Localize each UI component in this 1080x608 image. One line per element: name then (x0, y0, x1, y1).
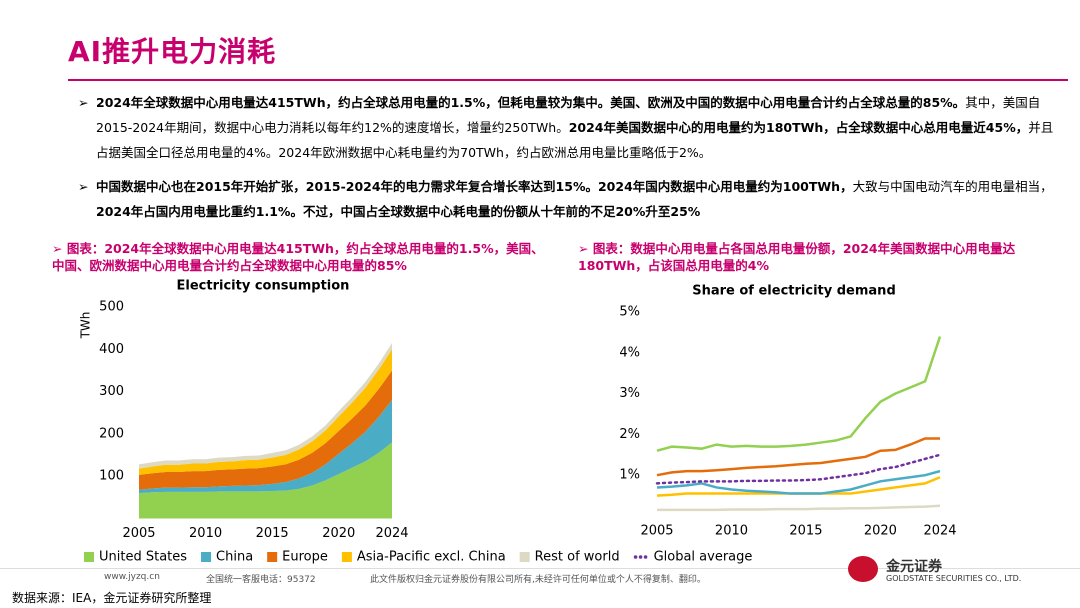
y-tick-label: 100 (99, 469, 124, 484)
bullet-text: 大致与中国电动汽车的用电量相当， (852, 179, 1053, 194)
legend-swatch (341, 552, 352, 562)
x-tick-label: 2020 (322, 526, 355, 541)
y-tick-label: 400 (99, 342, 124, 357)
bullet-text: 2024年占国内用电量比重约1.1%。不过，中国占全球数据中心耗电量的份额从十年… (96, 204, 701, 219)
legend-label: Rest of world (535, 550, 620, 565)
y-tick-label: 1% (619, 468, 640, 483)
line (656, 336, 942, 452)
caption: ➢ 图表：2024年全球数据中心用电量达415TWh，约占全球总用电量的1.5%… (52, 241, 544, 273)
bullet: ➢ 中国数据中心也在2015年开始扩张，2015-2024年的电力需求年复合增长率… (78, 179, 1053, 219)
x-tick-label: 2010 (715, 524, 748, 539)
x-tick-label: 2024 (375, 526, 408, 541)
footer-disclaimer: 此文件版权归金元证券股份有限公司所有,未经许可任何单位或个人不得复制、翻印。 (370, 575, 706, 585)
legend-label: Global average (654, 550, 753, 565)
bullet-text: 中国数据中心也在2015年开始扩张，2015-2024年的电力需求年复合增长率达… (96, 179, 853, 194)
y-tick-label: 5% (619, 305, 640, 320)
legend-swatch (519, 552, 530, 562)
legend-label: Europe (282, 550, 328, 565)
footer-rule (0, 568, 1080, 569)
x-tick-label: 2005 (640, 524, 673, 539)
logo-en: GOLDSTATE SECURITIES CO., LTD. (886, 574, 1022, 583)
legend-label: China (216, 550, 253, 565)
x-tick-label: 2020 (864, 524, 897, 539)
line (656, 469, 941, 495)
caption-text: 图表：2024年全球数据中心用电量达415TWh，约占全球总用电量的1.5%，美… (52, 241, 544, 273)
legend-swatch (643, 555, 648, 559)
logo-icon (848, 556, 878, 582)
area (139, 370, 392, 490)
area (139, 400, 392, 494)
area (139, 442, 392, 519)
y-tick-label: 4% (619, 345, 640, 360)
line (656, 437, 940, 477)
source: 数据来源：IEA，金元证券研究所整理 (12, 591, 212, 605)
x-tick-label: 2024 (923, 524, 956, 539)
bullet-text: 2024年全球数据中心用电量达415TWh，约占全球总用电量的1.5%，但耗电量… (96, 95, 966, 110)
x-tick-label: 2010 (189, 526, 222, 541)
bullet-text: 并且占据美国全口径总用电量的4%。2024年欧洲数据中心耗电量约为70TWh，约… (96, 120, 1054, 160)
legend-swatch (267, 552, 278, 562)
chart-title: Share of electricity demand (692, 284, 896, 299)
y-tick-label: 200 (99, 426, 124, 441)
bullet: ➢ 2024年全球数据中心用电量达415TWh，约占全球总用电量的1.5%，但耗电… (78, 95, 1054, 160)
caption-text: 图表：数据中心用电量占各国总用电量份额，2024年美国数据中心用电量达180TW… (578, 241, 1016, 273)
y-tick-label: 500 (99, 300, 124, 315)
slide-title: AI推升电力消耗 (68, 35, 277, 68)
legend-swatch (84, 552, 94, 562)
legend-swatch (633, 555, 638, 559)
bullet-text: 2024年美国数据中心的用电量约为180TWh，占全球数据中心总用电量近45%， (568, 120, 1029, 135)
y-tick-label: 2% (619, 427, 640, 442)
chart-title: Electricity consumption (177, 279, 350, 294)
y-tick-label: 3% (619, 386, 640, 401)
legend-swatch (201, 552, 212, 562)
line (657, 504, 941, 512)
x-tick-label: 2015 (789, 524, 822, 539)
x-tick-label: 2005 (122, 526, 155, 541)
footer-hotline: 全国统一客服电话：95372 (206, 575, 316, 585)
footer-site: www.jyzq.cn (104, 572, 160, 582)
line (655, 453, 942, 485)
y-tick-label: 300 (99, 384, 124, 399)
title-rule (68, 79, 1068, 81)
x-tick-label: 2015 (256, 526, 289, 541)
legend-swatch (638, 555, 643, 559)
caption: ➢ 图表：数据中心用电量占各国总用电量份额，2024年美国数据中心用电量达180… (578, 241, 1016, 273)
bullet-text: 其中，美国自2015-2024年期间，数据中心电力消耗以每年约12%的速度增长，… (96, 95, 1041, 135)
legend-label: Asia-Pacific excl. China (357, 550, 506, 565)
logo-text: 金元证券 (886, 559, 942, 575)
y-axis-label: TWh (79, 312, 93, 340)
legend-label: United States (99, 550, 187, 565)
